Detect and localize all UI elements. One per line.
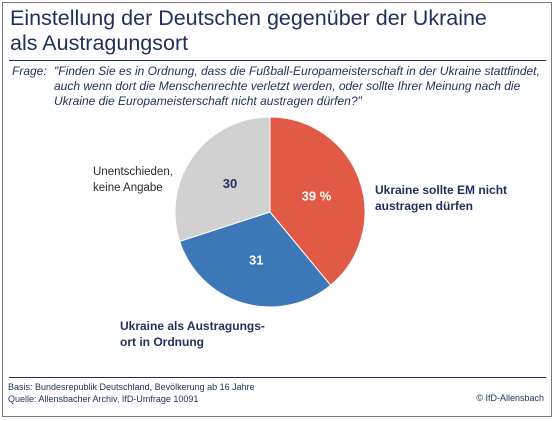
pie-slice-ok xyxy=(179,211,332,308)
chart-title: Einstellung der Deutschen gegenüber der … xyxy=(10,6,550,56)
footer-credit: © IfD-Allensbach xyxy=(476,393,544,403)
slice-label-not-allowed: Ukraine sollte EM nicht austragen dürfen xyxy=(375,183,508,213)
footer-basis: Basis: Bundesrepublik Deutschland, Bevöl… xyxy=(8,382,255,392)
footer-divider xyxy=(9,377,546,378)
pie-value-not-allowed: 39 % xyxy=(302,188,332,203)
title-line-2: als Austragungsort xyxy=(10,31,189,55)
footer: Basis: Bundesrepublik Deutschland, Bevöl… xyxy=(8,381,548,405)
pie-slice-undecided xyxy=(174,116,271,242)
question-lead: Frage: xyxy=(12,64,47,78)
footer-source: Quelle: Allensbacher Archiv, IfD-Umfrage… xyxy=(8,394,199,404)
question-text: "Finden Sie es in Ordnung, dass die Fußb… xyxy=(54,64,540,108)
title-line-1: Einstellung der Deutschen gegenüber der … xyxy=(10,6,487,30)
pie-value-ok: 31 xyxy=(249,252,263,267)
pie-slice-not-allowed xyxy=(269,116,366,286)
chart-frame xyxy=(2,2,552,417)
pie-value-undecided: 30 xyxy=(223,176,237,191)
slice-label-ok: Ukraine als Austragungs- ort in Ordnung xyxy=(120,319,265,349)
slice-label-undecided: Unentschieden, keine Angabe xyxy=(93,166,173,194)
title-divider xyxy=(9,60,546,61)
survey-question: Frage: "Finden Sie es in Ordnung, dass d… xyxy=(12,64,542,109)
